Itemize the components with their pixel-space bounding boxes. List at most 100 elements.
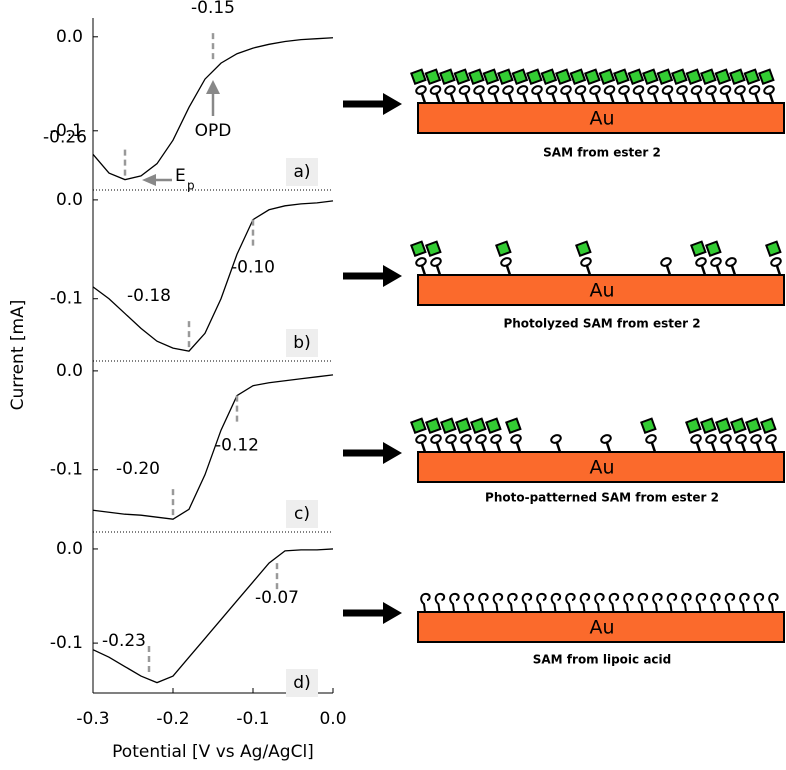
lipoic-molecule (639, 594, 647, 612)
molecule (484, 70, 500, 103)
stalk (698, 94, 701, 103)
molecule (542, 70, 558, 103)
molecule (411, 419, 427, 452)
linker (690, 85, 702, 96)
linker (531, 85, 543, 96)
stalk (756, 94, 759, 103)
stalk (482, 443, 485, 452)
stalk (422, 443, 425, 452)
chromophore (496, 242, 510, 256)
chromophore (716, 70, 730, 84)
chromophore (527, 70, 541, 84)
stalk (727, 94, 730, 103)
lipoic-molecule (624, 594, 632, 612)
linker (750, 434, 762, 445)
lipoic-molecule (755, 594, 763, 612)
chromophore (701, 419, 715, 433)
molecule (455, 70, 471, 103)
stalk (538, 94, 541, 103)
chromophore (745, 70, 759, 84)
stalk (452, 443, 455, 452)
linker (603, 85, 615, 96)
stalk (742, 443, 745, 452)
stalk (727, 443, 730, 452)
molecule (614, 70, 630, 103)
molecule (668, 594, 676, 612)
molecule (624, 594, 632, 612)
y-tick-label: 0.0 (56, 27, 83, 47)
molecule (426, 242, 442, 275)
stalk (422, 94, 425, 103)
stalk (497, 443, 500, 452)
x-axis-label: Potential [V vs Ag/AgCl] (112, 742, 314, 762)
molecule (716, 419, 732, 452)
stalk (582, 94, 585, 103)
linker (705, 85, 717, 96)
stalk (667, 266, 670, 275)
y-tick-label: 0.0 (56, 539, 83, 559)
stalk (437, 94, 440, 103)
lipoic-molecule (450, 594, 458, 612)
molecule (686, 419, 702, 452)
linker (516, 85, 528, 96)
molecule (706, 242, 722, 275)
chromophore (506, 419, 520, 433)
molecule (769, 594, 777, 612)
marker-label: -0.12 (215, 436, 259, 456)
lipoic-molecule (595, 594, 603, 612)
chromophore (701, 70, 715, 84)
molecule (600, 434, 612, 452)
chromophore (686, 419, 700, 433)
stalk (422, 266, 425, 275)
molecule (441, 419, 457, 452)
lipoic-molecule (436, 594, 444, 612)
diagram-caption: SAM from lipoic acid (533, 653, 672, 667)
linker (735, 434, 747, 445)
chromophore (614, 70, 628, 84)
opd-label: OPD (195, 121, 232, 141)
diagram-caption: SAM from ester 2 (543, 146, 661, 160)
chromophore (600, 70, 614, 84)
molecule (496, 242, 512, 275)
molecule (440, 70, 456, 103)
figure: Current [mA] Potential [V vs Ag/AgCl] 0.… (0, 0, 786, 770)
x-tick-label: -0.3 (76, 709, 109, 729)
lipoic-molecule (581, 594, 589, 612)
substrate-label: Au (589, 617, 614, 639)
chromophore (576, 242, 590, 256)
chromophore (731, 419, 745, 433)
molecule (436, 594, 444, 612)
chromophore (426, 419, 440, 433)
linker (415, 85, 427, 96)
chromophore (469, 70, 483, 84)
linker (574, 85, 586, 96)
lipoic-molecule (566, 594, 574, 612)
ep-label-sub: p (187, 179, 195, 193)
chromophore (641, 419, 655, 433)
molecule (456, 419, 472, 452)
stalk (596, 94, 599, 103)
arrow-head (383, 93, 402, 115)
molecule (566, 594, 574, 612)
molecule (731, 419, 747, 452)
molecule (523, 594, 531, 612)
linker (705, 434, 717, 445)
linker (660, 257, 672, 268)
y-tick-label: -0.1 (50, 460, 83, 480)
chromophore (411, 70, 425, 84)
molecule (766, 242, 782, 275)
chromophore (716, 419, 730, 433)
lipoic-molecule (479, 594, 487, 612)
lipoic-molecule (523, 594, 531, 612)
molecule (471, 419, 487, 452)
molecule (660, 257, 672, 275)
curve (93, 375, 333, 519)
linker (475, 434, 487, 445)
stalk (507, 266, 510, 275)
molecule (426, 70, 442, 103)
chromophore (585, 70, 599, 84)
linker (445, 434, 457, 445)
chromophore (484, 70, 498, 84)
linker (725, 257, 737, 268)
y-axis-label: Current [mA] (8, 300, 28, 411)
